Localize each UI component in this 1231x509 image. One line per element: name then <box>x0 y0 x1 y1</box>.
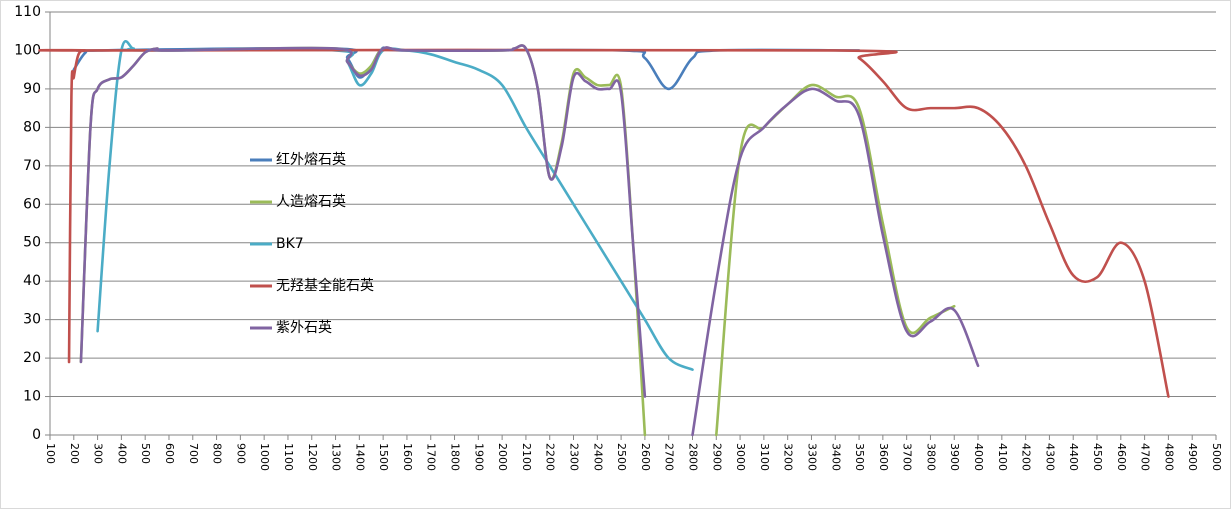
series-lines <box>38 39 1170 437</box>
x-tick-label: 4300 <box>1043 443 1056 471</box>
x-tick-label: 2700 <box>663 443 676 471</box>
x-tick-label: 1500 <box>377 443 390 471</box>
x-tick-label: 4600 <box>1115 443 1128 471</box>
x-tick-label: 3000 <box>734 443 747 471</box>
x-tick-label: 5000 <box>1210 443 1223 471</box>
x-tick-label: 3200 <box>782 443 795 471</box>
x-tick-label: 3900 <box>948 443 961 471</box>
x-tick-label: 1200 <box>306 443 319 471</box>
x-tick-label: 1300 <box>330 443 343 471</box>
y-tick-label: 30 <box>23 312 41 328</box>
x-tick-label: 2000 <box>496 443 509 471</box>
x-tick-label: 1600 <box>401 443 414 471</box>
legend-label: 人造熔石英 <box>276 193 346 210</box>
x-tick-label: 2200 <box>544 443 557 471</box>
x-tick-label: 2900 <box>710 443 723 471</box>
x-tick-label: 3600 <box>877 443 890 471</box>
x-tick-label: 4700 <box>1139 443 1152 471</box>
x-tick-label: 4400 <box>1067 443 1080 471</box>
x-tick-label: 1400 <box>353 443 366 471</box>
x-tick-label: 1100 <box>282 443 295 471</box>
legend-label: 无羟基全能石英 <box>276 277 374 294</box>
x-tick-label: 1000 <box>258 443 271 471</box>
x-tick-label: 4000 <box>972 443 985 471</box>
x-tick-label: 4500 <box>1091 443 1104 471</box>
legend-label: 紫外石英 <box>276 319 332 336</box>
y-tick-label: 50 <box>23 235 41 251</box>
y-tick-label: 40 <box>23 273 41 289</box>
y-tick-label: 70 <box>23 158 41 174</box>
legend-label: 红外熔石英 <box>276 151 346 168</box>
x-tick-label: 2300 <box>568 443 581 471</box>
x-tick-label: 3400 <box>829 443 842 471</box>
y-tick-label: 90 <box>23 81 41 97</box>
x-tick-label: 600 <box>163 443 176 464</box>
x-tick-label: 2100 <box>520 443 533 471</box>
y-tick-label: 0 <box>32 427 41 443</box>
x-tick-label: 900 <box>234 443 247 464</box>
x-tick-label: 4900 <box>1186 443 1199 471</box>
y-tick-label: 60 <box>23 196 41 212</box>
x-tick-label: 1700 <box>425 443 438 471</box>
y-tick-label: 100 <box>14 42 41 58</box>
y-tick-label: 80 <box>23 119 41 135</box>
x-tick-label: 4800 <box>1162 443 1175 471</box>
x-tick-label: 4100 <box>996 443 1009 471</box>
axes: 0 10 20 30 40 50 60 70 80 90 100 110 100 200 300 400 500… <box>14 4 1223 471</box>
x-tick-label: 500 <box>139 443 152 464</box>
series-line <box>38 48 1170 398</box>
y-tick-label: 10 <box>23 389 41 405</box>
x-tick-label: 2500 <box>615 443 628 471</box>
x-tick-label: 3700 <box>901 443 914 471</box>
x-tick-label: 3800 <box>924 443 937 471</box>
x-tick-label: 800 <box>211 443 224 464</box>
x-tick-label: 3500 <box>853 443 866 471</box>
x-tick-label: 300 <box>92 443 105 464</box>
legend-label: BK7 <box>276 236 304 252</box>
x-tick-label: 200 <box>68 443 81 464</box>
x-tick-label: 1900 <box>472 443 485 471</box>
x-tick-label: 1800 <box>449 443 462 471</box>
x-tick-label: 3100 <box>758 443 771 471</box>
x-tick-label: 2400 <box>591 443 604 471</box>
y-tick-label: 110 <box>14 4 41 20</box>
y-tick-label: 20 <box>23 350 41 366</box>
x-tick-label: 2600 <box>639 443 652 471</box>
series-line <box>79 44 980 437</box>
x-tick-label: 3300 <box>805 443 818 471</box>
x-tick-label: 2800 <box>686 443 699 471</box>
x-tick-label: 100 <box>44 443 57 464</box>
x-tick-label: 400 <box>115 443 128 464</box>
x-tick-label: 4200 <box>1020 443 1033 471</box>
x-tick-label: 700 <box>187 443 200 464</box>
